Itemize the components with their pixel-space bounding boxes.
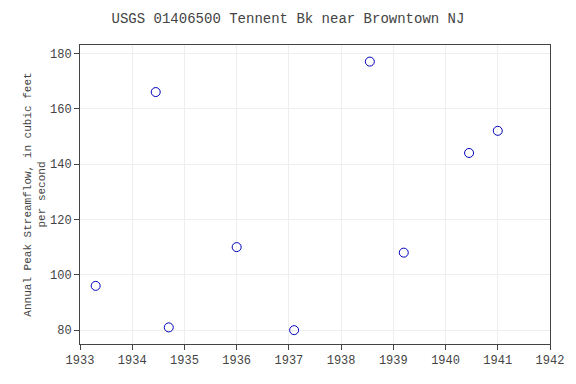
- svg-text:100: 100: [50, 269, 72, 283]
- svg-text:1936: 1936: [222, 354, 251, 368]
- svg-text:1941: 1941: [483, 354, 512, 368]
- svg-text:1938: 1938: [327, 354, 356, 368]
- svg-text:USGS 01406500 Tennent Bk near: USGS 01406500 Tennent Bk near Browntown …: [112, 11, 465, 27]
- svg-text:140: 140: [50, 158, 72, 172]
- svg-text:1940: 1940: [431, 354, 460, 368]
- svg-text:160: 160: [50, 103, 72, 117]
- svg-text:180: 180: [50, 48, 72, 62]
- svg-text:1937: 1937: [274, 354, 303, 368]
- svg-text:1939: 1939: [379, 354, 408, 368]
- svg-text:80: 80: [57, 324, 71, 338]
- svg-text:Annual Peak Streamflow, in cub: Annual Peak Streamflow, in cubic feetper…: [22, 72, 48, 316]
- svg-text:1933: 1933: [66, 354, 95, 368]
- svg-text:120: 120: [50, 214, 72, 228]
- svg-text:1935: 1935: [170, 354, 199, 368]
- svg-text:1934: 1934: [118, 354, 147, 368]
- svg-text:1942: 1942: [536, 354, 565, 368]
